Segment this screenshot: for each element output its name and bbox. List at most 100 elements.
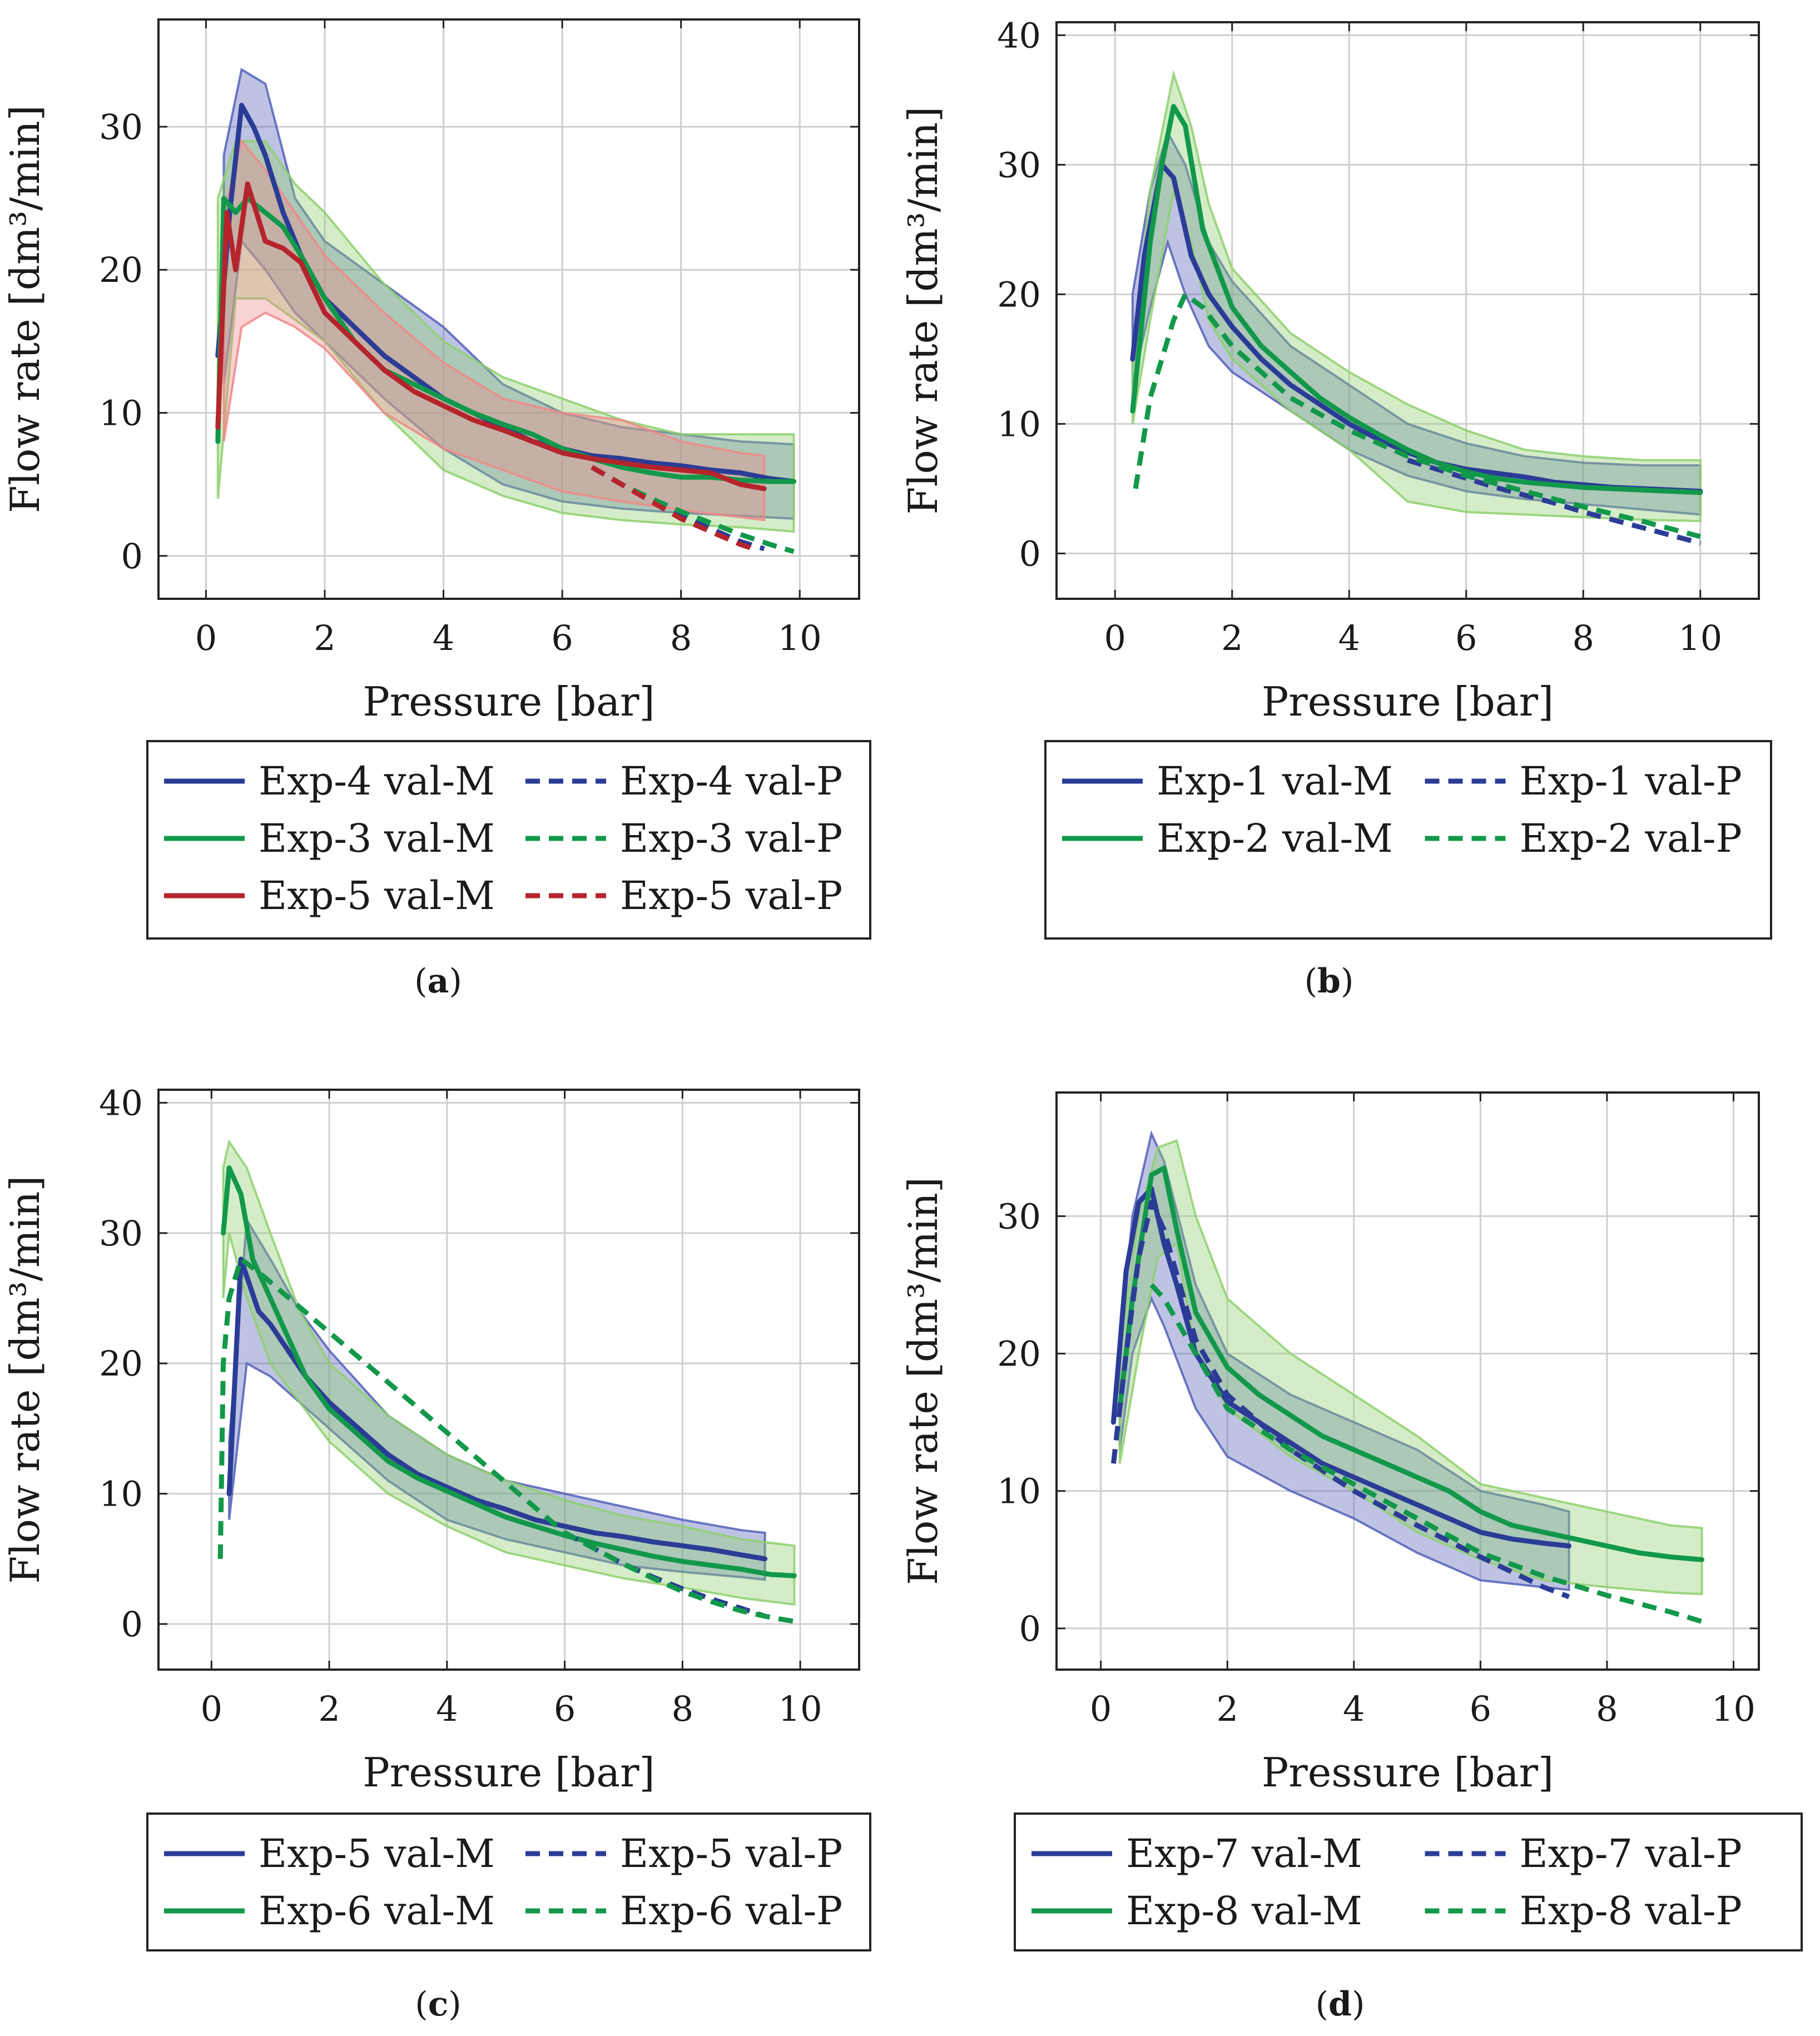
legend-box xyxy=(1014,1812,1803,1951)
legend-box xyxy=(146,740,871,940)
caption-letter: d xyxy=(1328,1985,1352,2024)
legend-label: Exp-5 val-M xyxy=(259,1831,495,1876)
legend-label: Exp-6 val-M xyxy=(259,1888,495,1934)
caption-letter: c xyxy=(428,1985,449,2024)
y-tick-label: 0 xyxy=(121,536,143,577)
panel-caption: (c) xyxy=(415,1985,461,2024)
axis-frame xyxy=(1055,21,1760,600)
y-tick-label: 40 xyxy=(99,1082,143,1123)
series-line-exp-5-val-m xyxy=(215,181,767,491)
uncertainty-band-1 xyxy=(1118,1130,1570,1591)
chart-panel-c: 0 2 4 6 8 10 0 10 20 30 40 Pressure [bar] Flow rate … xyxy=(2,1082,871,2024)
series-line-exp-2-val-p xyxy=(1133,291,1701,539)
series-line-exp-5-val-m xyxy=(226,1257,768,1562)
axis-frame xyxy=(157,18,860,600)
y-tick-label: 30 xyxy=(99,1213,143,1254)
y-tick-label: 40 xyxy=(997,15,1041,56)
legend-label: Exp-3 val-P xyxy=(620,816,842,861)
x-axis-label: Pressure [bar] xyxy=(363,1749,654,1796)
axis-frame xyxy=(1055,1091,1760,1671)
x-tick-label: 6 xyxy=(554,1689,576,1729)
panel-caption: (a) xyxy=(414,962,462,1001)
legend-label: Exp-4 val-P xyxy=(620,758,842,804)
x-tick-label: 10 xyxy=(778,1689,822,1729)
x-tick-label: 0 xyxy=(1090,1689,1112,1729)
series-line-exp-3-val-m xyxy=(215,196,796,484)
y-axis-label: Flow rate [dm³/min] xyxy=(900,1177,946,1585)
legend-label: Exp-5 val-P xyxy=(620,873,842,918)
legend-label: Exp-2 val-P xyxy=(1520,816,1742,861)
x-tick-label: 2 xyxy=(314,618,335,658)
x-tick-label: 2 xyxy=(1216,1689,1238,1729)
series-line-exp-8-val-m xyxy=(1117,1165,1705,1562)
caption-paren: ( xyxy=(415,1985,428,2024)
y-tick-label: 20 xyxy=(99,1343,143,1384)
uncertainty-band-2 xyxy=(1131,69,1702,523)
legend-label: Exp-1 val-M xyxy=(1157,758,1393,804)
y-tick-label: 0 xyxy=(121,1604,143,1645)
series-line-exp-5-val-p xyxy=(591,465,759,553)
series-line-exp-6-val-m xyxy=(221,1165,797,1578)
y-tick-label: 0 xyxy=(1019,533,1041,574)
y-tick-label: 20 xyxy=(99,250,143,290)
y-tick-label: 10 xyxy=(997,1471,1041,1512)
y-axis-label: Flow rate [dm³/min] xyxy=(2,1176,48,1584)
panel-caption: (d) xyxy=(1316,1985,1365,2024)
x-tick-label: 2 xyxy=(318,1689,340,1729)
chart-panel-a: 0 2 4 6 8 10 0 10 20 30 Pressure [bar] Flow rate [d… xyxy=(2,18,871,1001)
y-tick-label: 20 xyxy=(997,1334,1041,1374)
y-tick-label: 30 xyxy=(997,1196,1041,1237)
legend-label: Exp-5 val-M xyxy=(259,873,495,918)
caption-paren: ) xyxy=(1341,962,1353,1001)
y-tick-label: 10 xyxy=(99,1474,143,1514)
y-tick-label: 10 xyxy=(997,404,1041,444)
legend-label: Exp-8 val-M xyxy=(1126,1888,1362,1934)
legend-box xyxy=(146,1812,871,1951)
legend: Exp-5 val-M Exp-6 val-M Exp-5 val-P Exp-6 v… xyxy=(146,1812,871,1951)
series-line-exp-7-val-p xyxy=(1110,1200,1570,1600)
x-tick-label: 10 xyxy=(1712,1689,1755,1729)
x-tick-label: 0 xyxy=(201,1689,222,1729)
series-line-exp-6-val-p xyxy=(217,1257,795,1624)
x-tick-label: 8 xyxy=(670,618,692,658)
axis-frame xyxy=(157,1089,860,1671)
legend-label: Exp-7 val-M xyxy=(1126,1831,1362,1876)
x-tick-label: 4 xyxy=(436,1689,458,1729)
y-tick-label: 20 xyxy=(997,274,1041,315)
y-tick-label: 10 xyxy=(99,393,143,434)
caption-paren: ) xyxy=(449,962,462,1001)
caption-paren: ( xyxy=(1305,962,1317,1001)
x-tick-label: 10 xyxy=(778,618,822,658)
caption-paren: ) xyxy=(1352,1985,1365,2024)
x-tick-label: 0 xyxy=(1104,618,1126,658)
legend-label: Exp-5 val-P xyxy=(620,1831,842,1876)
y-axis-label: Flow rate [dm³/min] xyxy=(900,107,946,515)
x-tick-label: 6 xyxy=(1455,618,1477,658)
caption-letter: b xyxy=(1317,962,1341,1001)
y-axis-label: Flow rate [dm³/min] xyxy=(2,105,48,513)
legend-label: Exp-4 val-M xyxy=(259,758,495,804)
x-tick-label: 4 xyxy=(433,618,454,658)
x-tick-label: 2 xyxy=(1221,618,1243,658)
series-line-exp-1-val-p xyxy=(1407,458,1701,546)
x-tick-label: 10 xyxy=(1678,618,1722,658)
x-tick-label: 4 xyxy=(1343,1689,1365,1729)
legend: Exp-4 val-M Exp-3 val-M Exp-5 val-M Exp-4 v… xyxy=(146,740,871,940)
plot-data xyxy=(1130,69,1703,546)
legend-label: Exp-1 val-P xyxy=(1520,758,1742,804)
legend-label: Exp-6 val-P xyxy=(620,1888,842,1934)
series-line-exp-3-val-p xyxy=(591,465,795,554)
caption-letter: a xyxy=(428,962,449,1001)
y-tick-label: 30 xyxy=(997,145,1041,185)
caption-paren: ) xyxy=(448,1985,461,2024)
legend-box xyxy=(1044,740,1772,940)
x-tick-label: 4 xyxy=(1338,618,1360,658)
caption-paren: ( xyxy=(414,962,427,1001)
uncertainty-band-3 xyxy=(222,138,766,522)
panel-caption: (b) xyxy=(1305,962,1354,1001)
series-line-exp-8-val-p xyxy=(1149,1283,1703,1624)
x-tick-label: 0 xyxy=(195,618,217,658)
x-tick-label: 8 xyxy=(1573,618,1594,658)
